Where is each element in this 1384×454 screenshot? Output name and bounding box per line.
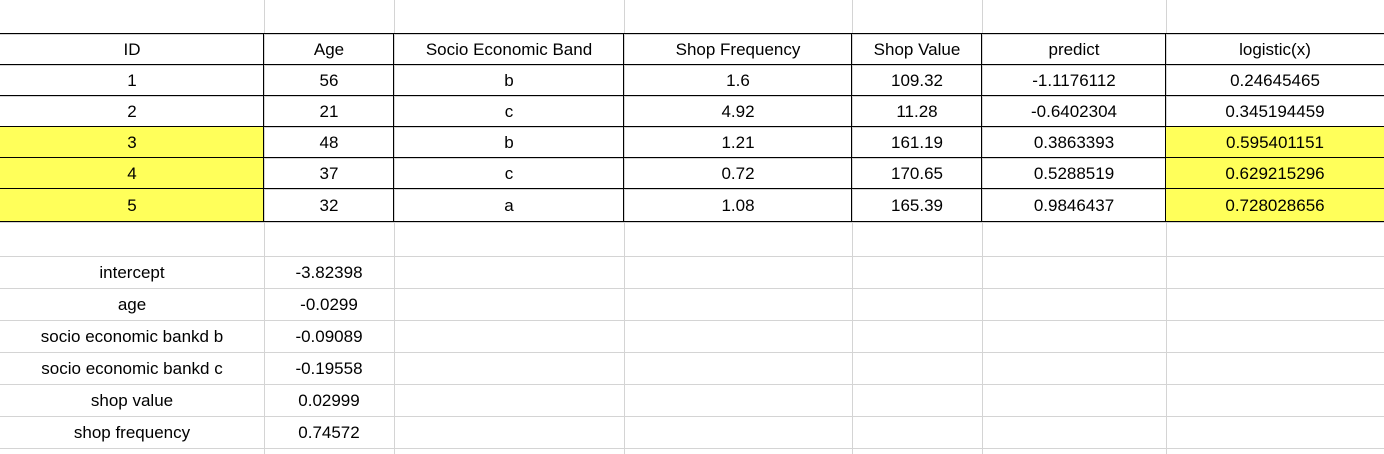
table-border-horizontal bbox=[0, 188, 1384, 189]
gridline-horizontal bbox=[0, 96, 1384, 97]
table-border-vertical bbox=[1165, 33, 1166, 222]
cell-logistic[interactable]: 0.595401151 bbox=[1225, 133, 1324, 152]
table-border-horizontal bbox=[0, 126, 1384, 127]
gridline-horizontal bbox=[0, 352, 1384, 353]
cell-id[interactable]: 4 bbox=[127, 164, 137, 183]
table-border-vertical bbox=[623, 33, 624, 222]
cell-shop-frequency[interactable]: 1.6 bbox=[726, 71, 750, 90]
highlighted-cell bbox=[1166, 127, 1384, 158]
header-shop-value[interactable]: Shop Value bbox=[873, 40, 961, 59]
gridline-horizontal bbox=[0, 34, 1384, 35]
cell-predict[interactable]: -1.1176112 bbox=[1032, 71, 1116, 90]
gridline-vertical bbox=[982, 0, 983, 454]
table-border-vertical bbox=[851, 33, 852, 222]
coefficient-value[interactable]: -0.0299 bbox=[300, 294, 358, 314]
table-border-horizontal bbox=[0, 64, 1384, 65]
cell-id[interactable]: 3 bbox=[127, 133, 137, 152]
cell-age[interactable]: 32 bbox=[319, 196, 339, 215]
cell-shop-frequency[interactable]: 1.08 bbox=[721, 196, 755, 215]
cell-band[interactable]: b bbox=[504, 133, 514, 152]
table-border-vertical bbox=[393, 33, 394, 222]
cell-band[interactable]: c bbox=[504, 102, 514, 121]
cell-shop-value[interactable]: 165.39 bbox=[891, 196, 943, 215]
cell-id[interactable]: 1 bbox=[127, 71, 137, 90]
gridline-horizontal bbox=[0, 448, 1384, 449]
gridline-horizontal bbox=[0, 256, 1384, 257]
table-border-horizontal bbox=[0, 33, 1384, 34]
table-border-horizontal bbox=[0, 95, 1384, 96]
coefficient-label[interactable]: shop value bbox=[90, 390, 174, 410]
gridline-vertical bbox=[852, 0, 853, 454]
cell-predict[interactable]: 0.5288519 bbox=[1033, 164, 1115, 183]
cell-shop-value[interactable]: 161.19 bbox=[891, 133, 943, 152]
gridline-vertical bbox=[394, 0, 395, 454]
cell-predict[interactable]: 0.3863393 bbox=[1033, 133, 1115, 152]
table-border-horizontal bbox=[0, 157, 1384, 158]
gridline-horizontal bbox=[0, 320, 1384, 321]
cell-shop-value[interactable]: 170.65 bbox=[891, 164, 943, 183]
coefficient-value[interactable]: 0.02999 bbox=[298, 390, 360, 410]
cell-age[interactable]: 56 bbox=[319, 71, 339, 90]
header-logistic[interactable]: logistic(x) bbox=[1239, 40, 1311, 59]
cell-band[interactable]: b bbox=[504, 71, 514, 90]
cell-logistic[interactable]: 0.24645465 bbox=[1230, 71, 1320, 90]
coefficient-label[interactable]: age bbox=[117, 294, 147, 314]
gridline-horizontal bbox=[0, 416, 1384, 417]
gridline-horizontal bbox=[0, 384, 1384, 385]
cell-shop-frequency[interactable]: 4.92 bbox=[721, 102, 755, 121]
header-age[interactable]: Age bbox=[313, 40, 345, 59]
gridline-horizontal bbox=[0, 189, 1384, 190]
table-border-vertical bbox=[263, 33, 264, 222]
coefficient-label[interactable]: shop frequency bbox=[73, 422, 191, 442]
table-border-vertical bbox=[981, 33, 982, 222]
gridline-horizontal bbox=[0, 222, 1384, 223]
table-border-horizontal bbox=[0, 221, 1384, 222]
cell-shop-value[interactable]: 109.32 bbox=[891, 71, 943, 90]
highlighted-cell bbox=[0, 127, 264, 158]
gridline-horizontal bbox=[0, 288, 1384, 289]
highlighted-cell bbox=[0, 189, 264, 222]
coefficient-value[interactable]: 0.74572 bbox=[298, 422, 360, 442]
coefficient-value[interactable]: -3.82398 bbox=[295, 262, 363, 282]
cell-shop-value[interactable]: 11.28 bbox=[896, 102, 938, 121]
coefficient-value[interactable]: -0.19558 bbox=[295, 358, 363, 378]
cell-age[interactable]: 37 bbox=[319, 164, 339, 183]
cell-logistic[interactable]: 0.728028656 bbox=[1225, 196, 1325, 215]
cell-age[interactable]: 21 bbox=[319, 102, 339, 121]
header-predict[interactable]: predict bbox=[1048, 40, 1100, 59]
gridline-horizontal bbox=[0, 65, 1384, 66]
gridline-vertical bbox=[624, 0, 625, 454]
coefficient-label[interactable]: intercept bbox=[99, 262, 165, 282]
gridline-horizontal bbox=[0, 127, 1384, 128]
coefficient-label[interactable]: socio economic bankd b bbox=[40, 326, 224, 346]
highlighted-cell bbox=[0, 158, 264, 189]
coefficient-value[interactable]: -0.09089 bbox=[295, 326, 363, 346]
cell-band[interactable]: c bbox=[504, 164, 514, 183]
cell-band[interactable]: a bbox=[504, 196, 514, 215]
cell-id[interactable]: 2 bbox=[127, 102, 137, 121]
gridline-horizontal bbox=[0, 158, 1384, 159]
header-id[interactable]: ID bbox=[123, 40, 141, 59]
highlighted-cell bbox=[1166, 189, 1384, 222]
cell-logistic[interactable]: 0.345194459 bbox=[1225, 102, 1325, 121]
header-shop-frequency[interactable]: Shop Frequency bbox=[675, 40, 801, 59]
header-band[interactable]: Socio Economic Band bbox=[425, 40, 593, 59]
cell-logistic[interactable]: 0.629215296 bbox=[1225, 164, 1325, 183]
cell-shop-frequency[interactable]: 0.72 bbox=[721, 164, 755, 183]
cell-age[interactable]: 48 bbox=[319, 133, 339, 152]
cell-id[interactable]: 5 bbox=[127, 196, 137, 215]
cell-predict[interactable]: -0.6402304 bbox=[1030, 102, 1118, 121]
highlighted-cell bbox=[1166, 158, 1384, 189]
coefficient-label[interactable]: socio economic bankd c bbox=[41, 358, 223, 378]
gridline-vertical bbox=[1166, 0, 1167, 454]
cell-predict[interactable]: 0.9846437 bbox=[1033, 196, 1115, 215]
gridline-vertical bbox=[264, 0, 265, 454]
cell-shop-frequency[interactable]: 1.21 bbox=[721, 133, 755, 152]
